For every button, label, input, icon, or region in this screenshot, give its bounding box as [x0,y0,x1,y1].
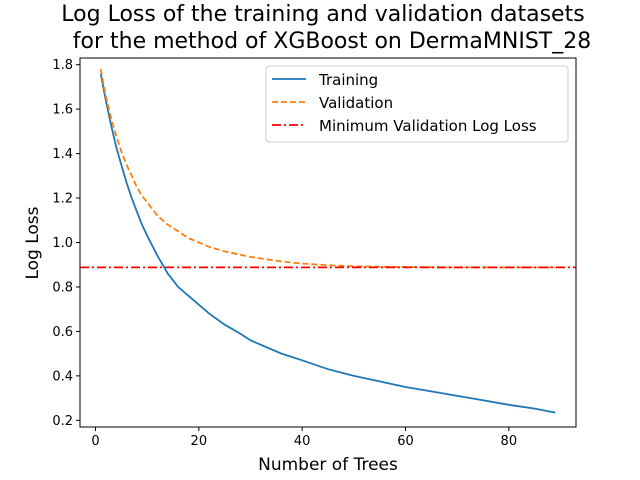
x-tick-label: 20 [191,434,208,449]
x-tick-label: 80 [501,434,518,449]
axis-ticks: 0 20 40 60 80 0.2 0.4 0.6 0.8 1.0 1.2 1.4 1.6 1.8 [52,58,517,449]
y-tick-label: 0.2 [52,414,73,429]
plot-lines [80,68,576,414]
y-tick-label: 1.8 [52,58,73,73]
y-tick-label: 1.6 [52,103,73,118]
y-tick-label: 1.4 [52,147,73,162]
x-axis-label: Number of Trees [258,455,398,475]
x-tick-label: 60 [397,434,414,449]
y-axis-label: Log Loss [23,206,43,279]
y-tick-label: 0.4 [52,369,73,384]
legend-label-training: Training [318,71,378,89]
legend-frame [265,65,569,143]
y-tick-label: 0.8 [52,280,73,295]
y-tick-label: 1.0 [52,236,73,251]
legend-label-minimum: Minimum Validation Log Loss [319,117,537,135]
series-line-validation [99,68,556,269]
x-tick-label: 0 [91,434,99,449]
chart-title-line-2: for the method of XGBoost on DermaMNIST_… [73,29,591,54]
x-tick-label: 40 [294,434,311,449]
y-tick-label: 0.6 [52,325,73,340]
y-tick-label: 1.2 [52,192,73,207]
plot-area-frame [79,57,577,428]
series-line-training [99,73,556,414]
legend: Training Validation Minimum Validation L… [265,65,569,143]
chart-title-line-1: Log Loss of the training and validation … [61,2,584,27]
legend-label-validation: Validation [319,94,393,112]
